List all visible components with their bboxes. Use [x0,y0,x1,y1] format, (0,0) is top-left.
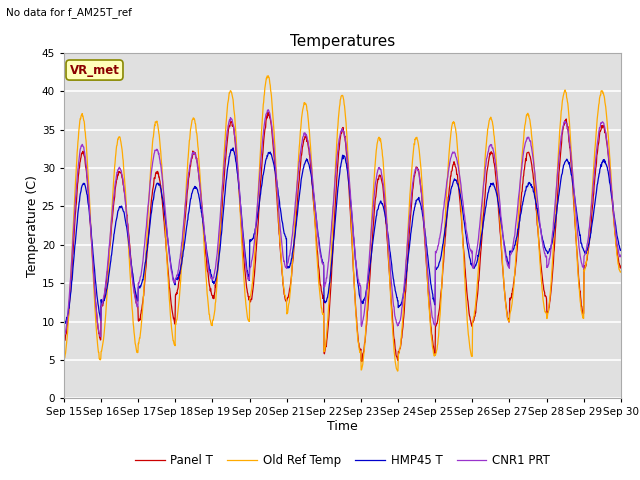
Panel T [552,227,559,232]
Old Ref Temp [502,306,510,312]
Old Ref Temp [429,350,437,356]
Line: CNR1 PRT: CNR1 PRT [64,110,621,336]
Panel T [246,299,254,304]
HMP45 T [171,281,179,287]
Panel T [184,185,191,191]
CNR1 PRT [617,253,625,259]
Old Ref Temp [617,269,625,275]
Old Ref Temp [170,342,178,348]
HMP45 T [617,247,625,252]
CNR1 PRT [502,258,510,264]
Panel T [358,359,366,364]
Line: HMP45 T: HMP45 T [64,148,621,324]
Panel T [264,109,272,115]
Legend: Panel T, Old Ref Temp, HMP45 T, CNR1 PRT: Panel T, Old Ref Temp, HMP45 T, CNR1 PRT [131,449,554,472]
Old Ref Temp [184,158,191,164]
CNR1 PRT [60,333,68,339]
HMP45 T [61,321,69,326]
HMP45 T [429,295,437,301]
HMP45 T [502,254,510,260]
CNR1 PRT [429,320,437,326]
CNR1 PRT [184,175,192,181]
Panel T [429,344,437,349]
Old Ref Temp [552,205,559,211]
HMP45 T [552,219,559,225]
Old Ref Temp [394,368,401,374]
CNR1 PRT [171,280,179,286]
Text: No data for f_AM25T_ref: No data for f_AM25T_ref [6,7,132,18]
Y-axis label: Temperature (C): Temperature (C) [26,175,39,276]
Line: Old Ref Temp: Old Ref Temp [64,76,621,371]
Panel T [170,319,178,324]
Old Ref Temp [264,73,272,79]
Old Ref Temp [60,357,68,362]
Text: VR_met: VR_met [70,63,120,76]
HMP45 T [60,319,68,324]
CNR1 PRT [264,107,272,113]
CNR1 PRT [97,334,104,339]
HMP45 T [247,238,255,244]
Title: Temperatures: Temperatures [290,34,395,49]
HMP45 T [229,145,237,151]
Line: Panel T: Panel T [64,112,621,361]
CNR1 PRT [552,197,559,203]
Panel T [60,338,68,344]
Panel T [617,264,625,269]
Old Ref Temp [246,295,254,300]
HMP45 T [184,212,192,217]
X-axis label: Time: Time [327,420,358,433]
Panel T [502,305,510,311]
CNR1 PRT [246,264,254,270]
